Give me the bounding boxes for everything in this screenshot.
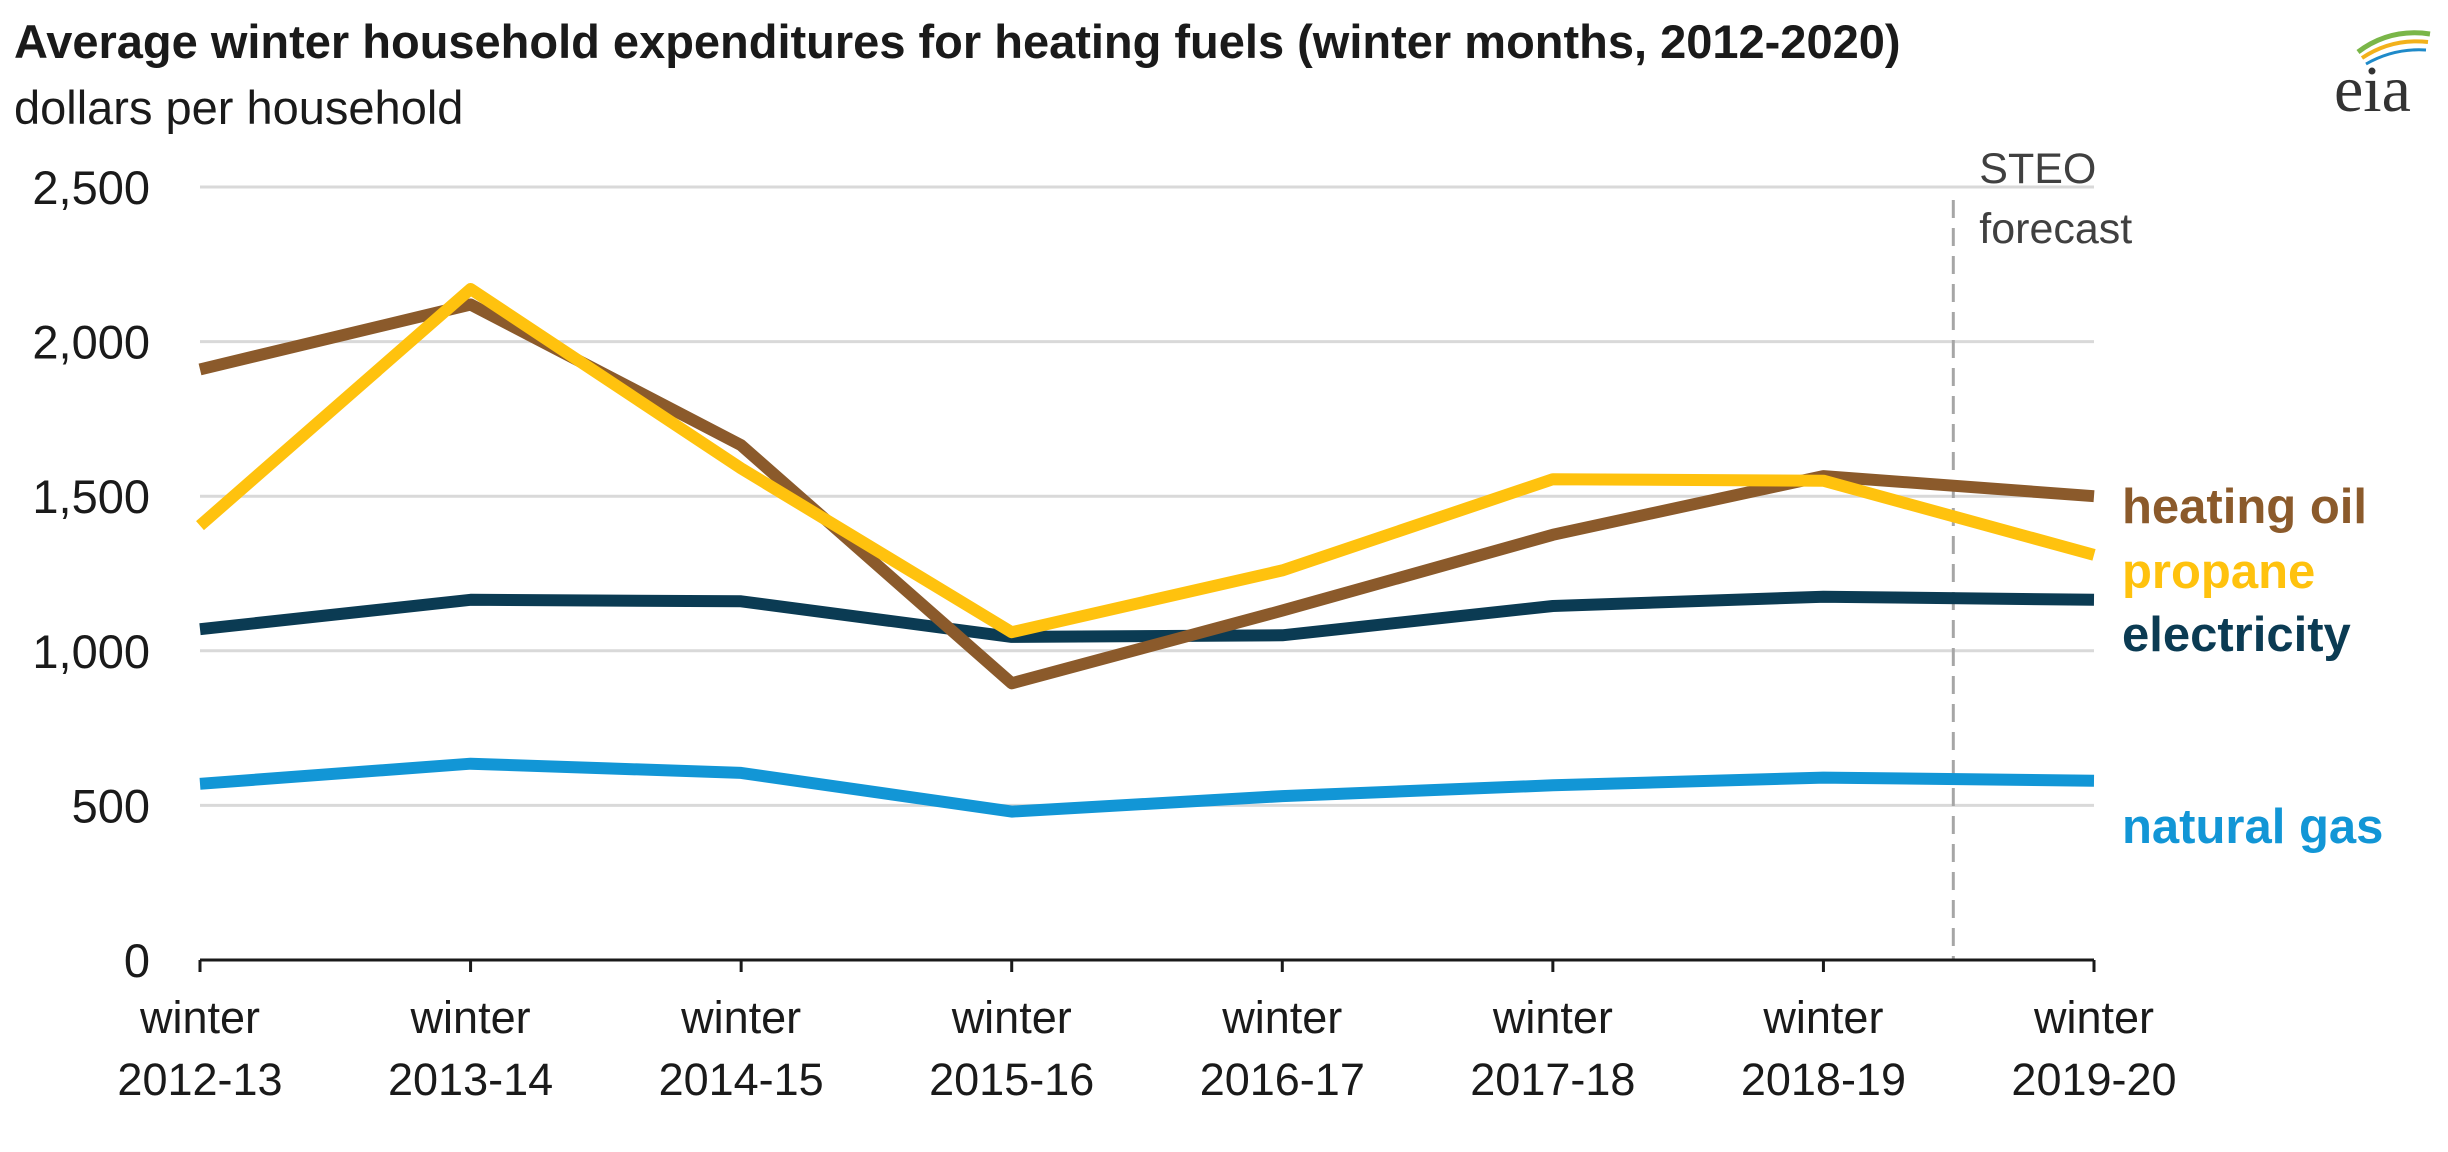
- x-tick-label: 2012-13: [117, 1054, 282, 1105]
- x-tick-label: 2013-14: [388, 1054, 553, 1105]
- forecast-label: STEO: [1979, 145, 2096, 193]
- axes: 0 500 1,000 1,500 2,000 2,500 winter 2012-13 win…: [32, 161, 2176, 1105]
- series-label-natural-gas: natural gas: [2122, 800, 2383, 854]
- series-line-natural-gas: [199, 757, 2095, 818]
- x-tick-label: 2014-15: [659, 1054, 824, 1105]
- x-tick-label: winter: [2033, 992, 2154, 1043]
- x-tick-label: winter: [1492, 992, 1613, 1043]
- eia-logo-text: eia: [2334, 53, 2411, 126]
- x-tick-label: 2016-17: [1200, 1054, 1365, 1105]
- series-line-heating-oil: [198, 298, 2095, 690]
- series-lines: [196, 283, 2096, 818]
- series-label-propane: propane: [2122, 545, 2315, 599]
- chart-title: Average winter household expenditures fo…: [14, 15, 1901, 68]
- x-tick-label: 2018-19: [1741, 1054, 1906, 1105]
- x-tick-label: winter: [951, 992, 1072, 1043]
- forecast-label: forecast: [1979, 205, 2132, 253]
- series-line-propane: [196, 283, 2096, 639]
- y-tick-label: 2,500: [32, 161, 150, 214]
- chart-subtitle: dollars per household: [14, 81, 464, 134]
- y-tick-label: 1,000: [32, 625, 150, 678]
- series-line-electricity: [199, 590, 2095, 643]
- gridlines: [200, 185, 2094, 807]
- forecast-marker: STEO forecast: [1951, 145, 2132, 960]
- series-labels: heating oil propane electricity natural gas: [2122, 480, 2383, 854]
- eia-logo-icon: [2356, 30, 2431, 66]
- series-label-electricity: electricity: [2122, 608, 2351, 662]
- x-tick-label: winter: [410, 992, 531, 1043]
- y-tick-label: 1,500: [32, 470, 150, 523]
- x-tick-label: 2019-20: [2011, 1054, 2176, 1105]
- y-tick-label: 500: [72, 779, 150, 832]
- x-tick-label: winter: [139, 992, 260, 1043]
- y-tick-label: 0: [124, 934, 150, 987]
- x-tick-label: 2015-16: [929, 1054, 1094, 1105]
- x-tick-label: 2017-18: [1470, 1054, 1635, 1105]
- series-label-heating-oil: heating oil: [2122, 480, 2367, 534]
- logo-arc-yellow: [2360, 39, 2429, 60]
- x-tick-label: winter: [1221, 992, 1342, 1043]
- logo-arc-blue: [2365, 48, 2427, 66]
- y-tick-label: 2,000: [32, 316, 150, 369]
- x-tick-label: winter: [1762, 992, 1883, 1043]
- logo-arc-green: [2356, 30, 2431, 55]
- x-tick-label: winter: [680, 992, 801, 1043]
